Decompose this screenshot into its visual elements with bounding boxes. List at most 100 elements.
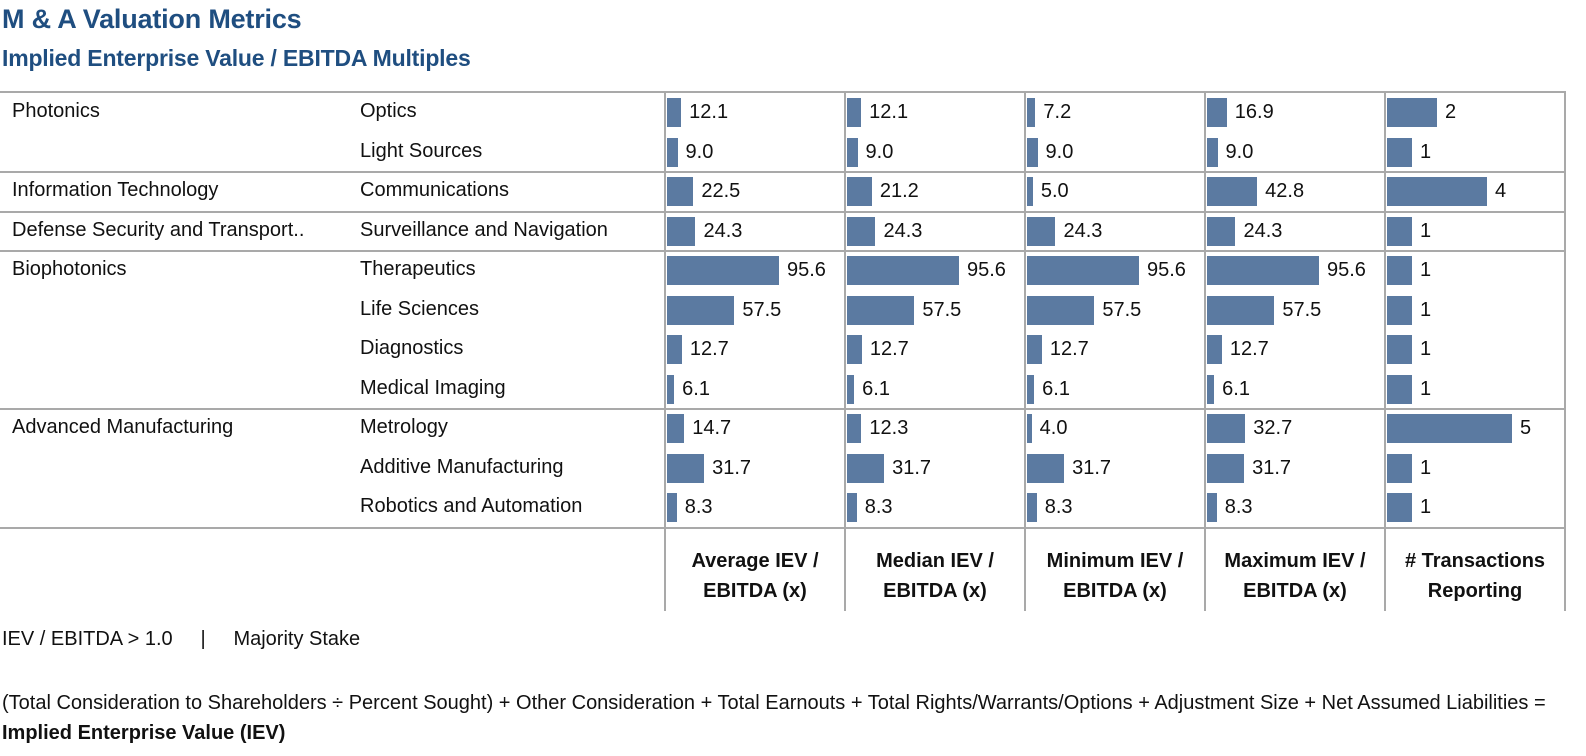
data-label: 12.1 [689,101,729,123]
subsector-label: Medical Imaging [360,376,506,399]
bar-iev [847,335,862,364]
column-header-line: EBITDA (x) [883,579,987,602]
data-label: 24.3 [883,219,923,242]
column-header-line: EBITDA (x) [703,579,807,602]
bar-iev [1027,256,1139,285]
subsector-label: Optics [360,100,417,122]
bar-transactions [1387,295,1412,325]
bar-iev [1207,335,1222,364]
filter-majority-stake: Majority Stake [233,628,361,650]
column-header-line: Reporting [1427,579,1523,602]
bar-iev [667,453,705,483]
filter-iev-ebitda: IEV / EBITDA > 1.0 [2,628,173,650]
bar-iev [847,295,915,325]
bar-iev [1027,453,1065,483]
bar-iev [667,216,696,246]
bar-iev [1027,216,1056,246]
data-label: 12.3 [869,417,909,439]
column-header-line: Median IEV / [876,549,994,572]
column-header-line: # Transactions [1404,549,1546,572]
column-header: Maximum IEV / EBITDA (x) [1205,546,1385,606]
sector-label: Biophotonics [12,258,127,280]
bar-transactions [1387,453,1412,483]
data-label: 1 [1420,298,1432,321]
bar-iev [1207,453,1245,483]
bar-iev [1207,137,1218,167]
grid-line-col [844,91,846,611]
data-label: 9.0 [1045,140,1074,163]
data-label: 95.6 [1327,259,1366,281]
bar-iev [1027,295,1095,325]
data-label: 57.5 [1282,298,1322,321]
bar-iev [1027,374,1035,404]
bar-transactions [1387,256,1412,285]
bar-iev [847,256,959,285]
bar-iev [1027,335,1042,364]
data-label: 22.5 [701,180,741,202]
data-label: 8.3 [1044,496,1073,518]
bar-transactions [1387,414,1512,443]
bar-transactions [1387,137,1412,167]
bar-iev [1207,493,1217,522]
data-label: 95.6 [967,259,1006,281]
data-label: 14.7 [692,417,732,439]
page-subtitle: Implied Enterprise Value / EBITDA Multip… [2,45,471,71]
data-label: 31.7 [1072,456,1112,479]
data-label: 1 [1420,338,1432,360]
data-label: 1 [1420,219,1432,242]
data-label: 1 [1420,259,1432,281]
bar-iev [847,177,872,206]
bar-iev [847,216,876,246]
data-label: 1 [1420,377,1432,400]
data-label: 6.1 [1222,377,1250,400]
data-label: 6.1 [1042,377,1070,400]
data-label: 57.5 [1102,298,1142,321]
grid-line-row [0,250,1566,252]
bar-iev [847,414,862,443]
sector-label: Information Technology [12,179,219,201]
bar-iev [1027,137,1038,167]
bar-iev [1027,98,1036,127]
subsector-label: Robotics and Automation [360,495,583,517]
data-label: 12.7 [1229,338,1269,360]
bar-iev [1207,98,1227,127]
bar-iev [667,493,677,522]
bar-transactions [1387,177,1487,206]
data-label: 31.7 [892,456,932,479]
grid-line-col [1024,91,1026,611]
bar-iev [847,374,855,404]
bar-iev [1207,374,1215,404]
bar-iev [847,137,858,167]
bar-transactions [1387,216,1412,246]
iev-formula: (Total Consideration to Shareholders ÷ P… [2,688,1562,748]
bar-iev [1207,414,1246,443]
bar-iev [847,453,885,483]
data-label: 6.1 [862,377,890,400]
subsector-label: Life Sciences [360,297,479,320]
data-label: 42.8 [1265,180,1305,202]
bar-iev [847,98,862,127]
data-label: 32.7 [1253,417,1293,439]
grid-line-col [664,91,666,611]
bar-iev [667,137,678,167]
bar-iev [1207,295,1275,325]
subsector-label: Diagnostics [360,337,464,359]
sector-label: Photonics [12,100,100,122]
data-label: 12.7 [1049,338,1089,360]
data-label: 5 [1520,417,1532,439]
subsector-label: Light Sources [360,139,483,162]
grid-line-row [0,210,1566,213]
column-header-line: Maximum IEV / [1224,549,1366,572]
data-label: 12.7 [869,338,909,360]
data-label: 31.7 [712,456,752,479]
data-label: 9.0 [1225,140,1254,163]
data-label: 57.5 [922,298,962,321]
grid-line-col [1204,91,1206,611]
data-label: 12.1 [869,101,909,123]
data-label: 12.7 [689,338,729,360]
data-label: 4.0 [1039,417,1068,439]
data-label: 31.7 [1252,456,1292,479]
bar-iev [667,98,682,127]
bar-transactions [1387,374,1412,404]
data-label: 9.0 [685,140,714,163]
